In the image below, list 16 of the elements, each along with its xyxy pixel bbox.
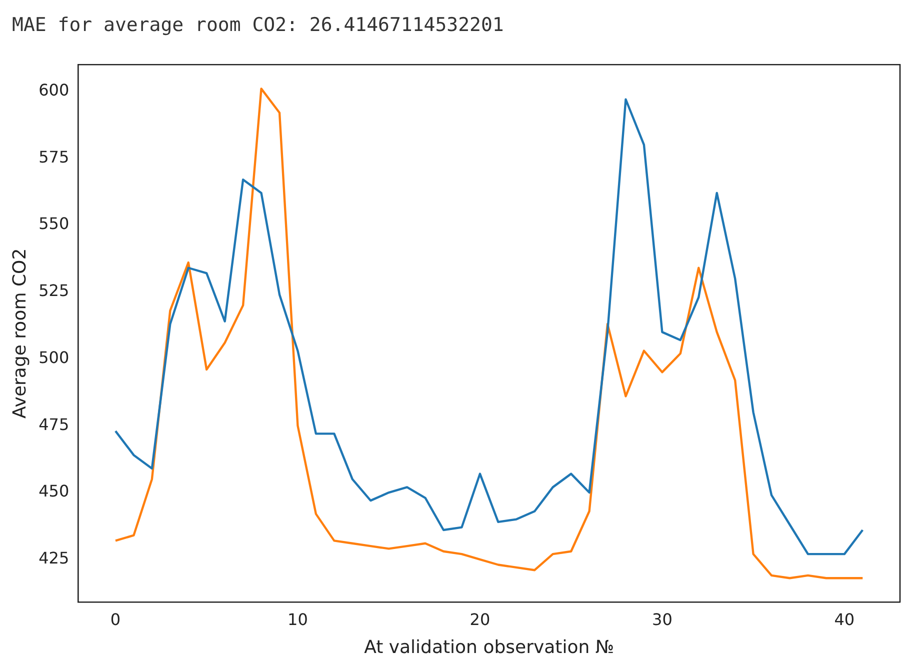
x-tick-label: 30 xyxy=(652,610,672,629)
y-tick-label: 500 xyxy=(38,348,70,367)
y-tick-label: 550 xyxy=(38,214,70,234)
x-tick-label: 0 xyxy=(110,610,121,629)
x-axis-title: At validation observation № xyxy=(364,636,614,658)
y-tick-label: 600 xyxy=(38,80,70,100)
x-tick-label: 40 xyxy=(834,610,855,629)
y-tick-label: 450 xyxy=(38,482,70,501)
y-tick-label: 525 xyxy=(38,281,70,300)
chart-title: MAE for average room CO2: 26.41467114532201 xyxy=(12,14,504,36)
x-tick-label: 20 xyxy=(470,610,490,629)
x-tick-label: 10 xyxy=(288,610,308,629)
y-axis-title: Average room CO2 xyxy=(9,248,30,418)
y-tick-label: 475 xyxy=(38,414,70,434)
y-tick-label: 425 xyxy=(38,548,70,568)
y-tick-label: 575 xyxy=(38,147,70,166)
